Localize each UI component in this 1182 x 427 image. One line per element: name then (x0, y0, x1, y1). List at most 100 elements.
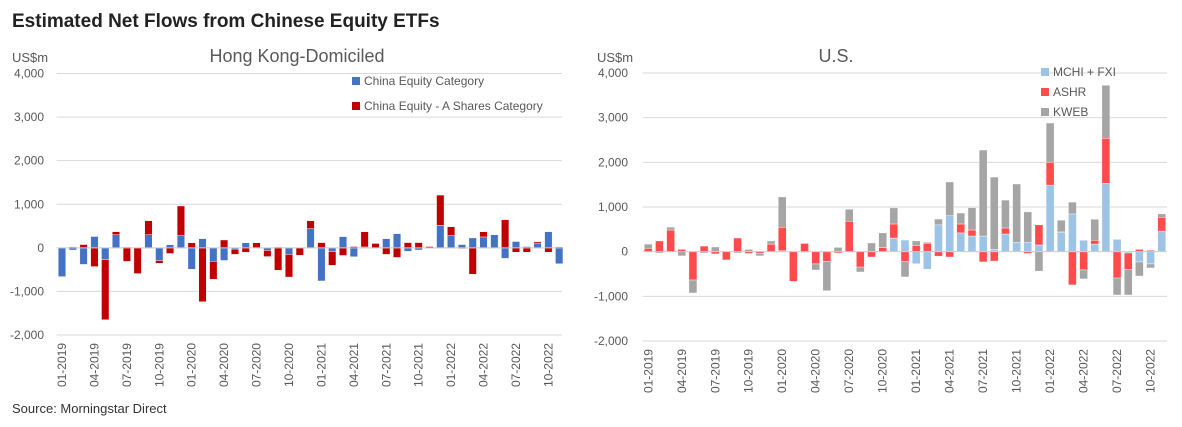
y-axis-unit-label: US$m (12, 50, 48, 65)
bar-segment-china-equity-category (490, 234, 499, 249)
bar-segment-ashr (766, 243, 776, 252)
bar-segment-china-equity-a-shares-category (544, 247, 553, 253)
bar-segment-china-equity-category (533, 242, 542, 249)
bar-segment-ashr (1157, 217, 1166, 232)
bar-segment-china-equity-a-shares-category (512, 247, 520, 253)
bar-segment-ashr (1079, 251, 1088, 271)
legend-label: China Equity - A Shares Category (364, 99, 543, 113)
bar-segment-kweb (978, 149, 988, 237)
bar-segment-china-equity-a-shares-category (122, 247, 131, 262)
x-tick-label: 10-2021 (1010, 349, 1024, 393)
bar-segment-ashr (956, 223, 966, 234)
bar-segment-kweb (934, 218, 943, 226)
bar-segment-china-equity-a-shares-category (274, 247, 283, 271)
bar-segment-mchi-fxi (900, 239, 910, 252)
bar-segment-china-equity-a-shares-category (295, 247, 304, 256)
bar-segment-kweb (800, 242, 809, 244)
bar-segment-ashr (733, 237, 742, 252)
bar-segment-mchi-fxi (945, 215, 954, 252)
bar-segment-kweb (1124, 269, 1133, 296)
bar-segment-kweb (1045, 122, 1055, 163)
bar-segment-china-equity-a-shares-category (209, 261, 218, 280)
y-tick-label: 3,000 (14, 110, 44, 124)
bar-segment-kweb (1012, 183, 1021, 243)
bar-segment-china-equity-category (285, 247, 293, 255)
x-tick-label: 04-2021 (347, 343, 361, 387)
bar-segment-mchi-fxi (1157, 230, 1166, 252)
bar-segment-china-equity-category (349, 247, 358, 257)
bar-segment-china-equity-category (209, 247, 218, 262)
bar-segment-china-equity-a-shares-category (414, 242, 423, 249)
bar-segment-mchi-fxi (967, 235, 977, 252)
bar-segment-china-equity-category (555, 247, 564, 264)
bar-segment-mchi-fxi (889, 237, 899, 252)
bar-segment-china-equity-category (79, 247, 88, 265)
bar-segment-mchi-fxi (1023, 242, 1032, 252)
bar-segment-china-equity-category (101, 247, 110, 260)
legend-swatch (352, 102, 360, 110)
bar-segment-kweb (1034, 251, 1044, 272)
legend-label: China Equity Category (364, 74, 484, 88)
x-tick-label: 04-2022 (1077, 349, 1091, 393)
bar-segment-china-equity-category (512, 241, 520, 249)
bar-segment-china-equity-a-shares-category (328, 251, 337, 266)
bar-segment-china-equity-a-shares-category (393, 247, 402, 258)
bar-segment-ashr (1090, 240, 1099, 245)
bar-segment-kweb (833, 247, 843, 252)
bar-segment-ashr (822, 251, 832, 262)
bar-segment-china-equity-a-shares-category (468, 247, 477, 275)
bar-segment-ashr (945, 251, 954, 258)
x-tick-label: 07-2019 (120, 343, 134, 387)
bar-segment-ashr (655, 240, 664, 252)
bar-segment-kweb (755, 253, 765, 257)
legend-swatch (1041, 88, 1049, 96)
bar-segment-china-equity-a-shares-category (522, 247, 531, 253)
bar-segment-kweb (911, 240, 921, 246)
bar-segment-china-equity-a-shares-category (112, 231, 120, 235)
bar-segment-kweb (1101, 85, 1111, 139)
x-tick-label: 10-2019 (742, 349, 756, 393)
x-tick-label: 10-2022 (541, 343, 555, 387)
bar-segment-mchi-fxi (1090, 243, 1099, 252)
bar-segment-kweb (990, 176, 999, 250)
bar-segment-kweb (844, 209, 854, 222)
bar-segment-kweb (1135, 261, 1144, 277)
bar-segment-china-equity-a-shares-category (90, 247, 99, 267)
legend-swatch (352, 77, 360, 85)
x-tick-label: 04-2021 (943, 349, 957, 393)
bar-segment-ashr (1068, 251, 1077, 286)
x-tick-label: 07-2022 (1110, 349, 1124, 393)
x-tick-label: 10-2022 (1144, 349, 1158, 393)
bar-segment-mchi-fxi (911, 251, 921, 264)
bar-segment-china-equity-a-shares-category (382, 247, 391, 255)
bar-segment-ashr (844, 221, 854, 252)
bar-segment-china-equity-a-shares-category (155, 260, 164, 264)
x-tick-label: 07-2022 (509, 343, 523, 387)
bar-segment-mchi-fxi (1112, 239, 1122, 252)
x-tick-label: 01-2021 (909, 349, 923, 393)
bar-segment-kweb (811, 263, 820, 271)
bar-segment-china-equity-category (306, 228, 315, 249)
x-tick-label: 10-2020 (876, 349, 890, 393)
bar-segment-china-equity-a-shares-category (533, 241, 542, 244)
x-tick-label: 07-2021 (976, 349, 990, 393)
bar-segment-mchi-fxi (934, 224, 943, 252)
figure-title: Estimated Net Flows from Chinese Equity … (12, 11, 440, 32)
bar-segment-china-equity-a-shares-category (479, 231, 488, 238)
legend-label: ASHR (1053, 85, 1087, 99)
bar-segment-china-equity-category (144, 234, 153, 249)
bar-segment-china-equity-a-shares-category (285, 254, 293, 278)
bar-segment-china-equity-category (317, 247, 326, 282)
source-note: Source: Morningstar Direct (12, 401, 167, 416)
bar-segment-ashr (688, 251, 698, 281)
bar-segment-ashr (789, 251, 798, 282)
bar-segment-kweb (889, 207, 899, 225)
bar-segment-ashr (699, 245, 709, 252)
bar-segment-kweb (945, 181, 954, 216)
bar-segment-china-equity-category (155, 247, 164, 261)
bar-segment-china-equity-a-shares-category (166, 247, 175, 254)
bar-segment-kweb (878, 232, 887, 248)
bar-segment-china-equity-category (339, 236, 347, 249)
bar-segment-mchi-fxi (1101, 183, 1111, 252)
